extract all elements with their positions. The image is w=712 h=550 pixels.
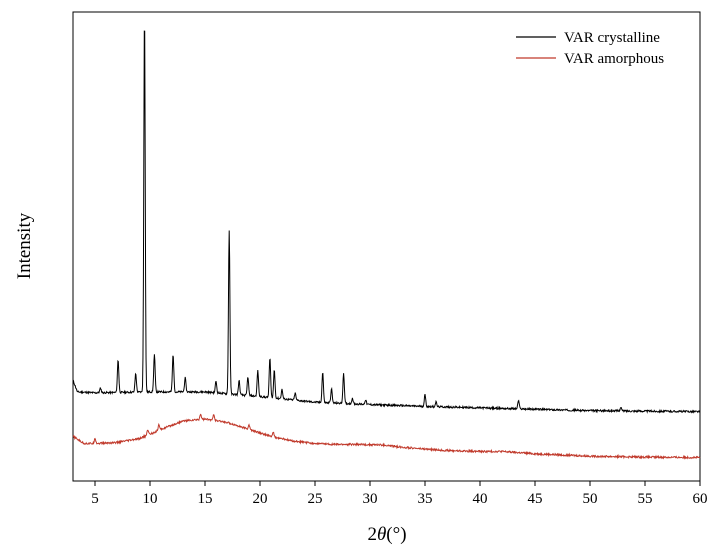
x-tick-label: 50 xyxy=(583,491,598,507)
series-layer xyxy=(72,30,701,460)
x-tick-label: 20 xyxy=(253,491,268,507)
legend-label-crystalline: VAR crystalline xyxy=(564,30,660,46)
y-axis-title: Intensity xyxy=(14,212,35,279)
x-tick-label: 5 xyxy=(91,491,99,507)
series-line-amorphous xyxy=(72,413,701,460)
x-tick-label: 30 xyxy=(363,491,378,507)
x-axis-title-theta: θ xyxy=(377,524,386,545)
x-tick-label: 60 xyxy=(693,491,708,507)
x-tick-label: 40 xyxy=(473,491,488,507)
x-tick-label: 25 xyxy=(308,491,323,507)
x-axis-title-prefix: 2 xyxy=(367,524,377,545)
x-axis-title: 2θ(°) xyxy=(367,524,406,545)
plot-frame xyxy=(72,11,701,482)
x-tick-label: 55 xyxy=(638,491,653,507)
x-tick-label: 15 xyxy=(198,491,213,507)
legend-label-amorphous: VAR amorphous xyxy=(564,51,664,67)
x-axis-ticks: 5 10 15 20 25 30 35 40 45 50 55 60 xyxy=(91,481,708,507)
legend: VAR crystalline VAR amorphous xyxy=(516,30,664,67)
x-tick-label: 45 xyxy=(528,491,543,507)
x-tick-label: 35 xyxy=(418,491,433,507)
x-axis-title-unit: (°) xyxy=(386,524,406,545)
series-line-crystalline xyxy=(72,30,701,414)
x-tick-label: 10 xyxy=(143,491,158,507)
